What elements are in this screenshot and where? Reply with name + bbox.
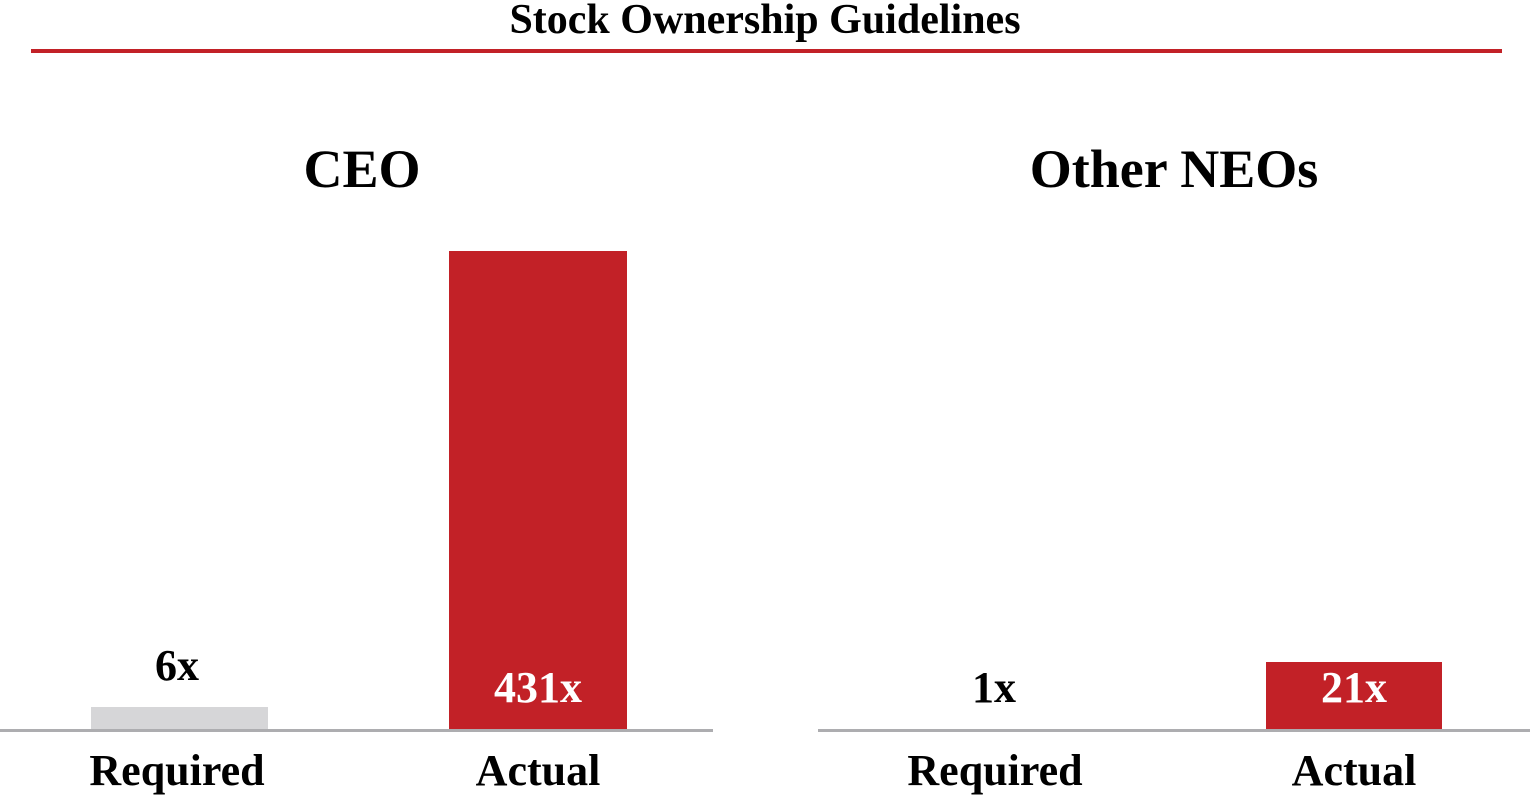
neo-required-category-label: Required xyxy=(907,746,1083,795)
ceo-required-value-label: 6x xyxy=(155,641,199,690)
ceo-required-category-label: Required xyxy=(89,746,265,795)
ceo-actual-bar xyxy=(449,251,627,729)
neo-actual-value-label: 21x xyxy=(1321,663,1387,712)
neo-actual-bar xyxy=(1266,662,1442,729)
ceo-required-bar xyxy=(91,707,268,729)
chart-title: Stock Ownership Guidelines xyxy=(509,0,1021,43)
neo-baseline-axis xyxy=(818,729,1530,732)
ceo-panel-title: CEO xyxy=(303,139,421,199)
title-underline-rule xyxy=(31,49,1502,53)
ceo-actual-value-label: 431x xyxy=(494,663,582,712)
neo-required-value-label: 1x xyxy=(972,663,1016,712)
ceo-actual-category-label: Actual xyxy=(475,746,601,795)
ceo-baseline-axis xyxy=(0,729,713,732)
other-neos-panel-title: Other NEOs xyxy=(1029,139,1319,199)
neo-actual-category-label: Actual xyxy=(1291,746,1417,795)
